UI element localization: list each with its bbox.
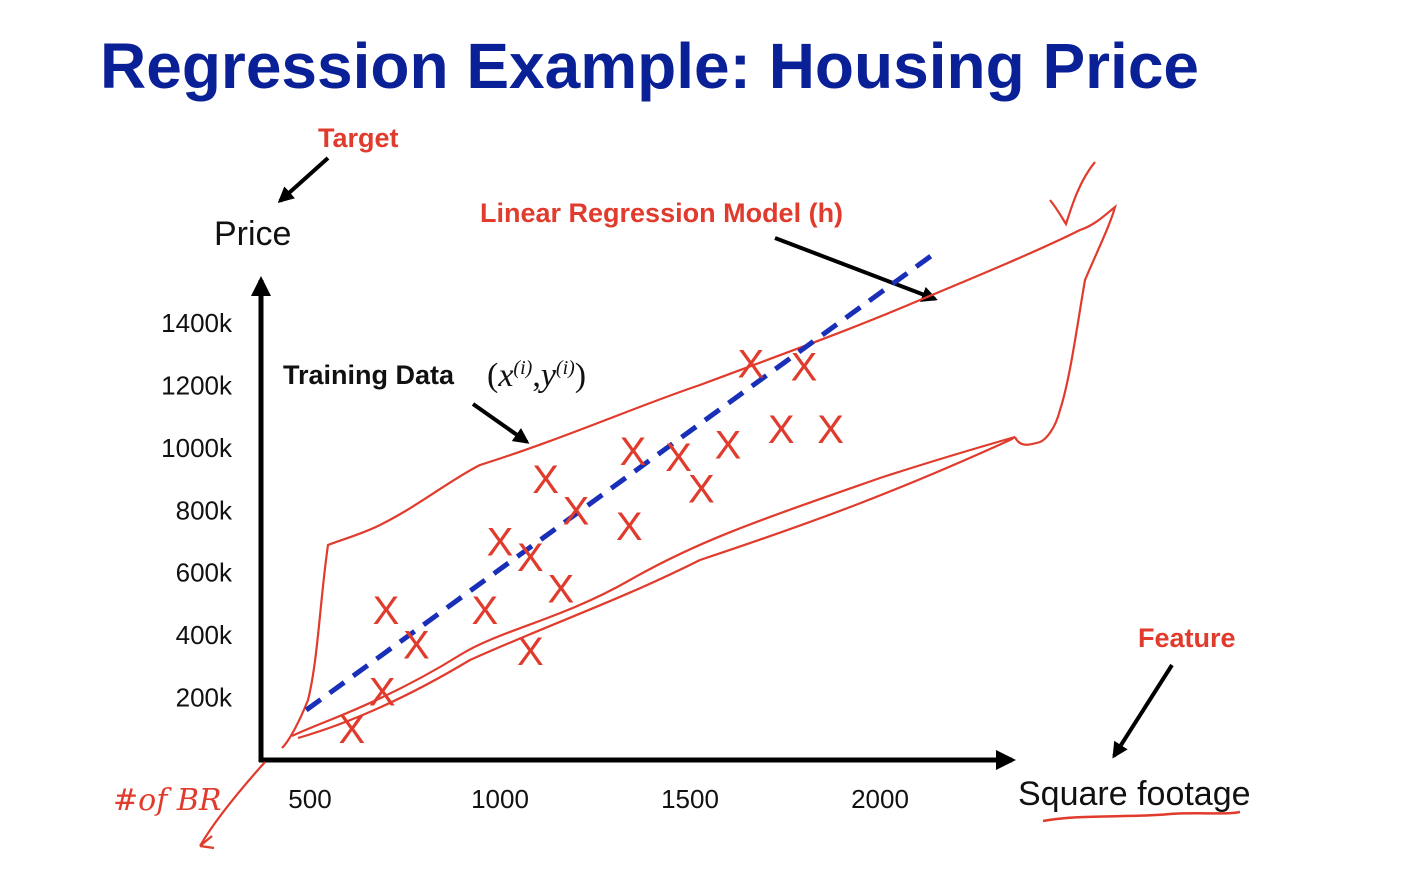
data-point: X xyxy=(487,521,514,565)
y-tick-label: 1200k xyxy=(161,370,233,400)
data-point: X xyxy=(471,589,498,633)
y-axis-ticks: 200k 400k 600k 800k 1000k 1200k 1400k xyxy=(161,308,233,713)
math-y: y xyxy=(538,357,557,394)
math-x: x xyxy=(497,357,513,394)
data-point: X xyxy=(369,670,396,714)
x-axis-title-underline xyxy=(1042,810,1241,823)
regression-line xyxy=(304,252,935,713)
model-label: Linear Regression Model (h) xyxy=(480,198,843,228)
y-axis-title: Price xyxy=(214,215,291,253)
data-point: X xyxy=(715,424,742,468)
data-point: X xyxy=(563,489,590,533)
data-point: X xyxy=(791,346,818,390)
target-pointer-arrow xyxy=(277,156,330,204)
x-tick-label: 1500 xyxy=(661,784,719,814)
data-point: X xyxy=(547,567,574,611)
y-tick-label: 1400k xyxy=(161,308,233,338)
feature-pointer-arrow xyxy=(1112,663,1174,759)
data-point: X xyxy=(373,589,400,633)
y-tick-label: 200k xyxy=(176,683,233,713)
feature-label: Feature xyxy=(1138,623,1236,653)
training-data-label: Training Data xyxy=(283,360,455,390)
data-point: X xyxy=(688,467,715,511)
y-tick-label: 1000k xyxy=(161,433,233,463)
x-axis-title: Square footage xyxy=(1018,775,1251,813)
math-x-index: (i) xyxy=(513,357,532,379)
handwriting-arrow xyxy=(199,761,266,850)
regression-line-group xyxy=(304,252,935,713)
data-point: X xyxy=(532,458,559,502)
data-point: X xyxy=(737,343,764,387)
data-point: X xyxy=(665,436,692,480)
data-point: X xyxy=(517,630,544,674)
target-label: Target xyxy=(318,123,399,153)
y-tick-label: 400k xyxy=(176,620,233,650)
x-axis-ticks: 500 1000 1500 2000 xyxy=(288,784,909,814)
data-point: X xyxy=(768,408,795,452)
data-point: X xyxy=(620,430,647,474)
data-point: X xyxy=(338,708,365,752)
x-tick-label: 2000 xyxy=(851,784,909,814)
hand-drawn-loop xyxy=(291,435,1016,740)
y-tick-label: 600k xyxy=(176,558,233,588)
training-data-pointer-arrow xyxy=(471,402,530,444)
data-point: X xyxy=(817,408,844,452)
data-point: X xyxy=(403,624,430,668)
handwriting-note: #of BR xyxy=(113,783,221,818)
y-tick-label: 800k xyxy=(176,495,233,525)
math-close-paren: ) xyxy=(575,357,586,394)
x-tick-label: 500 xyxy=(288,784,331,814)
training-data-math: (x(i),y(i)) xyxy=(487,357,586,394)
math-open-paren: ( xyxy=(487,357,498,394)
model-pointer-arrow xyxy=(774,236,938,302)
math-comma: , xyxy=(532,357,541,394)
math-y-index: (i) xyxy=(556,357,575,379)
hand-drawn-loop-upper xyxy=(281,204,1117,749)
data-point: X xyxy=(616,505,643,549)
data-point: X xyxy=(517,536,544,580)
x-tick-label: 1000 xyxy=(471,784,529,814)
slide-title: Regression Example: Housing Price xyxy=(100,30,1199,102)
hand-drawn-check-mark xyxy=(1049,161,1096,227)
